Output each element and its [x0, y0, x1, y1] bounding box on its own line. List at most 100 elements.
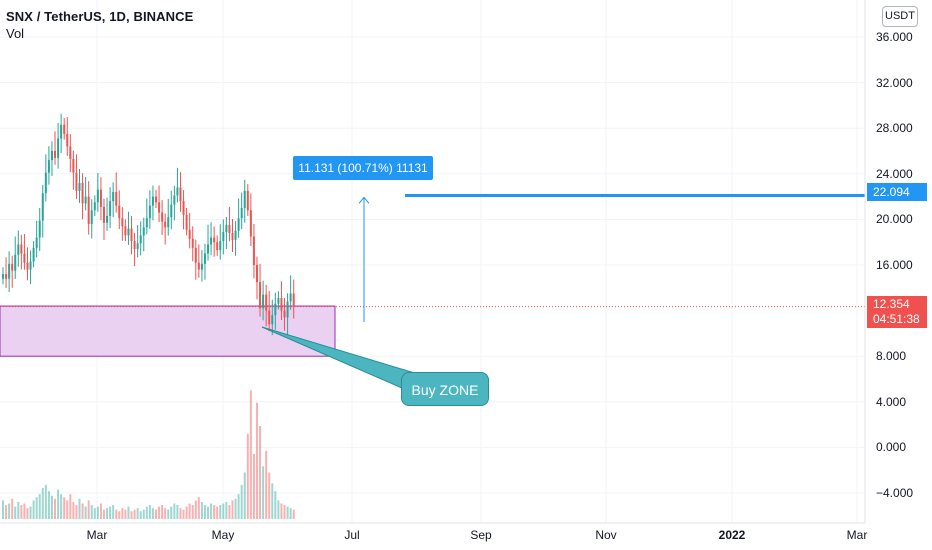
buy-zone[interactable]: [0, 305, 336, 357]
volume-bar: [41, 488, 44, 519]
candle-body: [115, 192, 118, 206]
candle-body: [60, 124, 63, 139]
candle-body: [225, 225, 228, 232]
candle-body: [207, 244, 210, 254]
volume-bar: [289, 508, 292, 519]
candle-body: [262, 294, 265, 309]
volume-bar: [170, 506, 173, 519]
candle-body: [188, 229, 191, 239]
volume-bar: [2, 500, 4, 519]
candle-body: [231, 233, 234, 240]
candle-body: [155, 196, 157, 203]
volume-bar: [179, 508, 182, 519]
volume-bar: [265, 450, 268, 519]
candle-body: [255, 265, 258, 283]
volume-bar: [286, 506, 289, 519]
grid-lines: [0, 0, 865, 523]
candle-body: [228, 225, 231, 234]
volume-bar: [176, 505, 179, 519]
candle-body: [2, 274, 4, 279]
volume-bar: [133, 509, 136, 519]
candle-body: [139, 235, 142, 244]
candle-body: [283, 310, 286, 318]
volume-bar: [231, 500, 234, 519]
candlesticks: [2, 113, 295, 336]
volume-bar: [240, 484, 243, 519]
candle-body: [112, 192, 115, 202]
candle-body: [210, 237, 213, 245]
volume-bar: [252, 453, 255, 519]
volume-bar: [148, 505, 151, 519]
time-tick-label: Sep: [470, 528, 492, 542]
volume-indicator-label[interactable]: Vol: [6, 26, 25, 41]
volume-bar: [127, 506, 130, 519]
price-tick-label: 4.000: [876, 394, 907, 409]
candle-body: [142, 227, 145, 236]
volume-bar: [280, 503, 283, 519]
candle-body: [222, 231, 225, 242]
volume-bar: [191, 505, 194, 519]
volume-bar: [182, 509, 185, 519]
volume-bar: [78, 498, 81, 519]
volume-bar: [115, 509, 118, 519]
volume-bar: [161, 505, 164, 519]
volume-bar: [200, 501, 203, 519]
time-tick-label: Mar: [86, 528, 108, 542]
volume-bar: [69, 494, 72, 519]
candle-body: [173, 195, 176, 205]
buy-zone-rect[interactable]: [0, 305, 336, 357]
candle-body: [87, 196, 90, 224]
candle-body: [145, 218, 148, 228]
currency-button[interactable]: USDT: [882, 6, 918, 27]
candle-body: [54, 151, 57, 158]
candle-body: [50, 151, 53, 161]
volume-bar: [158, 506, 161, 519]
candle-body: [41, 193, 44, 221]
volume-bar: [32, 500, 35, 519]
candle-body: [240, 208, 243, 219]
volume-bar: [271, 483, 274, 519]
candle-body: [151, 196, 154, 206]
volume-bar: [292, 509, 295, 519]
candle-body: [170, 204, 173, 218]
candle-body: [75, 172, 78, 191]
candle-body: [29, 261, 32, 270]
candle-body: [158, 202, 161, 213]
price-tick-label: 28.000: [876, 121, 913, 136]
volume-bar: [216, 506, 219, 519]
volume-bar: [225, 501, 228, 519]
candle-body: [26, 262, 29, 270]
volume-bar: [84, 506, 87, 519]
volume-bar: [219, 505, 222, 519]
volume-bar: [99, 503, 102, 519]
candle-body: [57, 138, 60, 158]
volume-bar: [35, 497, 38, 519]
candle-body: [78, 182, 81, 191]
price-tick-label: 20.000: [876, 212, 913, 227]
price-range-measure-label[interactable]: 11.131 (100.71%) 11131: [293, 156, 433, 180]
price-tick-label: 8.000: [876, 349, 907, 364]
volume-bar: [243, 472, 246, 519]
volume-bar: [222, 503, 225, 519]
volume-bar: [142, 509, 145, 519]
candle-body: [11, 263, 14, 271]
volume-bar: [72, 501, 75, 519]
chart-pane[interactable]: [0, 0, 865, 523]
price-tick-label: 16.000: [876, 258, 913, 272]
price-tick-label: 24.000: [876, 166, 913, 181]
volume-bar: [57, 489, 60, 519]
buy-zone-callout[interactable]: Buy ZONE: [401, 372, 489, 406]
symbol-title[interactable]: SNX / TetherUS, 1D, BINANCE: [6, 9, 194, 24]
candle-body: [130, 228, 133, 242]
volume-bar: [29, 506, 32, 519]
candle-body: [8, 263, 11, 279]
volume-bar: [262, 466, 265, 519]
volume-bar: [197, 497, 200, 519]
volume-bar: [11, 498, 14, 519]
candle-body: [286, 301, 289, 318]
volume-bar: [213, 505, 216, 519]
volume-bar: [249, 390, 252, 519]
volume-bar: [20, 505, 23, 519]
volume-bar: [203, 505, 206, 519]
